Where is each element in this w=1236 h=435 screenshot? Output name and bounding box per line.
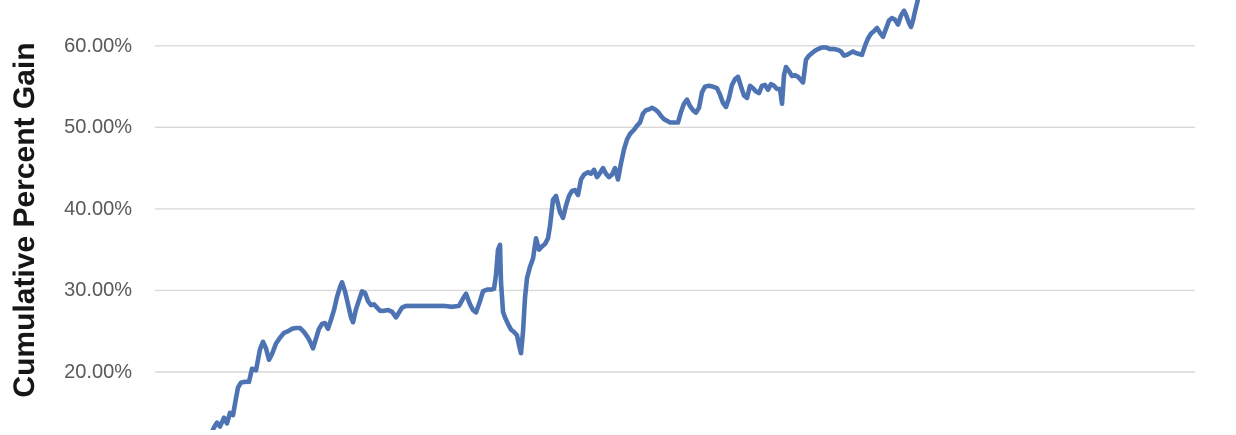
y-tick-label: 30.00% (64, 279, 132, 301)
y-tick-label: 50.00% (64, 116, 132, 138)
y-tick-label: 20.00% (64, 361, 132, 383)
y-tick-label: 40.00% (64, 198, 132, 220)
series-line-cumulative-percent-gain (210, 0, 921, 430)
y-tick-label: 60.00% (64, 35, 132, 57)
